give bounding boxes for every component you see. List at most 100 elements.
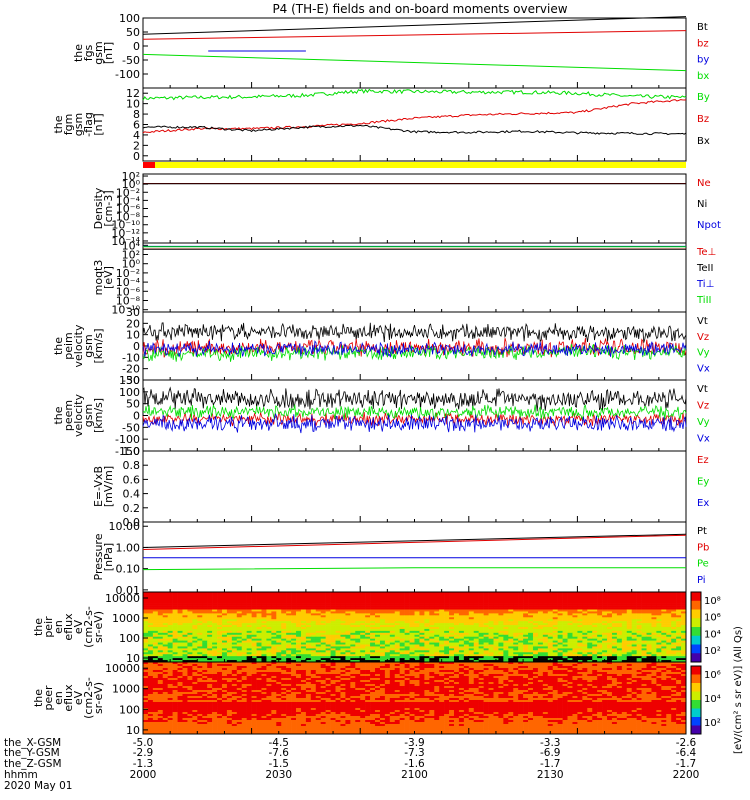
spectrogram-cell xyxy=(147,625,154,628)
spectrogram-cell xyxy=(320,634,326,638)
spectrogram-cell xyxy=(562,619,568,622)
y-tick-label: 10 xyxy=(126,329,140,342)
spectrogram-cell xyxy=(414,593,420,597)
spectrogram-cell xyxy=(355,662,361,665)
spectrogram-cell xyxy=(271,601,277,604)
spectrogram-cell xyxy=(335,615,341,618)
spectrogram-cell xyxy=(439,662,445,665)
spectrogram-cell xyxy=(212,621,218,624)
spectrogram-cell xyxy=(537,654,544,657)
spectrogram-cell xyxy=(646,644,652,647)
spectrogram-cell xyxy=(542,640,549,643)
spectrogram-cell xyxy=(626,607,632,610)
spectrogram-cell xyxy=(518,611,524,614)
spectrogram-cell xyxy=(439,592,445,595)
spectrogram-cell xyxy=(281,627,287,630)
spectrogram-cell xyxy=(458,593,465,597)
spectrogram-cell xyxy=(607,648,613,651)
y-tick-label: 12 xyxy=(126,87,140,100)
spectrogram-cell xyxy=(296,656,302,659)
y-tick-label: -50 xyxy=(122,54,140,67)
spectrogram-cell xyxy=(602,636,608,639)
spectrogram-cell xyxy=(671,593,677,597)
spectrogram-cell xyxy=(523,603,529,606)
spectrogram-cell xyxy=(572,603,578,606)
spectrogram-cell xyxy=(483,662,489,665)
spectrogram-cell xyxy=(266,638,272,641)
spectrogram-cell xyxy=(266,623,272,626)
spectrogram-cell xyxy=(261,646,267,649)
spectrogram-cell xyxy=(616,609,623,612)
series-line-By xyxy=(142,88,687,101)
spectrogram-cell xyxy=(241,662,247,665)
spectrogram-cell xyxy=(276,615,282,618)
spectrogram-cell xyxy=(483,640,489,643)
spectrogram-cell xyxy=(281,630,287,634)
spectrogram-cell xyxy=(577,621,583,624)
spectrogram-cell xyxy=(310,627,317,630)
spectrogram-cell xyxy=(389,646,396,649)
spectrogram-cell xyxy=(177,605,183,608)
spectrogram-cell xyxy=(631,654,637,657)
spectrogram-cell xyxy=(641,615,647,618)
spectrogram-cell xyxy=(636,597,642,601)
spectrogram-cell xyxy=(241,597,247,601)
spectrogram-cell xyxy=(681,632,687,636)
spectrogram-cell xyxy=(143,650,149,653)
spectrogram-cell xyxy=(458,601,465,604)
spectrogram-cell xyxy=(177,601,183,604)
spectrogram-cell xyxy=(147,666,154,669)
spectrogram-cell xyxy=(147,617,154,620)
spectrogram-cell xyxy=(147,630,154,634)
spectrogram-cell xyxy=(572,658,578,661)
spectrogram-cell xyxy=(276,621,282,624)
spectrogram-cell xyxy=(370,650,376,653)
spectrogram-cell xyxy=(207,644,213,647)
spectrogram-cell xyxy=(513,650,519,653)
spectrogram-cell xyxy=(379,628,386,632)
spectrogram-cell xyxy=(251,640,257,643)
spectrogram-cell xyxy=(147,672,154,675)
spectrogram-cell xyxy=(602,627,608,630)
spectrogram-cell xyxy=(542,627,549,630)
spectrogram-cell xyxy=(261,650,267,653)
spectrogram-cell xyxy=(518,603,524,606)
y-tick-label: -30 xyxy=(122,374,140,387)
spectrogram-cell xyxy=(360,613,366,616)
spectrogram-cell xyxy=(197,644,203,647)
spectrogram-cell xyxy=(399,630,405,634)
spectrogram-cell xyxy=(305,640,312,643)
spectrogram-cell xyxy=(217,654,223,657)
spectrogram-cell xyxy=(483,638,489,641)
spectrogram-cell xyxy=(508,617,514,620)
spectrogram-cell xyxy=(468,650,475,653)
spectrogram-cell xyxy=(661,619,667,622)
spectrogram-cell xyxy=(212,640,218,643)
spectrogram-cell xyxy=(611,642,618,645)
spectrogram-cell xyxy=(631,601,637,604)
spectrogram-cell xyxy=(592,654,598,657)
spectrogram-cell xyxy=(671,658,677,661)
spectrogram-cell xyxy=(375,658,381,661)
spectrogram-cell xyxy=(532,599,539,603)
spectrogram-cell xyxy=(537,601,544,604)
spectrogram-cell xyxy=(602,592,608,595)
spectrogram-cell xyxy=(320,630,326,634)
spectrogram-cell xyxy=(661,611,667,614)
spectrogram-cell xyxy=(399,615,405,618)
spectrogram-cell xyxy=(350,646,356,649)
spectrogram-cell xyxy=(542,666,549,669)
spectrogram-cell xyxy=(641,619,647,622)
spectrogram-cell xyxy=(236,599,243,603)
spectrogram-cell xyxy=(458,662,465,665)
spectrogram-cell xyxy=(439,625,445,628)
spectrogram-cell xyxy=(621,621,628,624)
spectrogram-cell xyxy=(345,634,351,638)
spectrogram-cell xyxy=(266,664,272,667)
spectrogram-cell xyxy=(350,625,356,628)
spectrogram-cell xyxy=(651,642,657,645)
spectrogram-cell xyxy=(626,592,632,595)
spectrogram-cell xyxy=(360,668,366,671)
spectrogram-cell xyxy=(157,666,164,669)
spectrogram-cell xyxy=(641,630,647,634)
